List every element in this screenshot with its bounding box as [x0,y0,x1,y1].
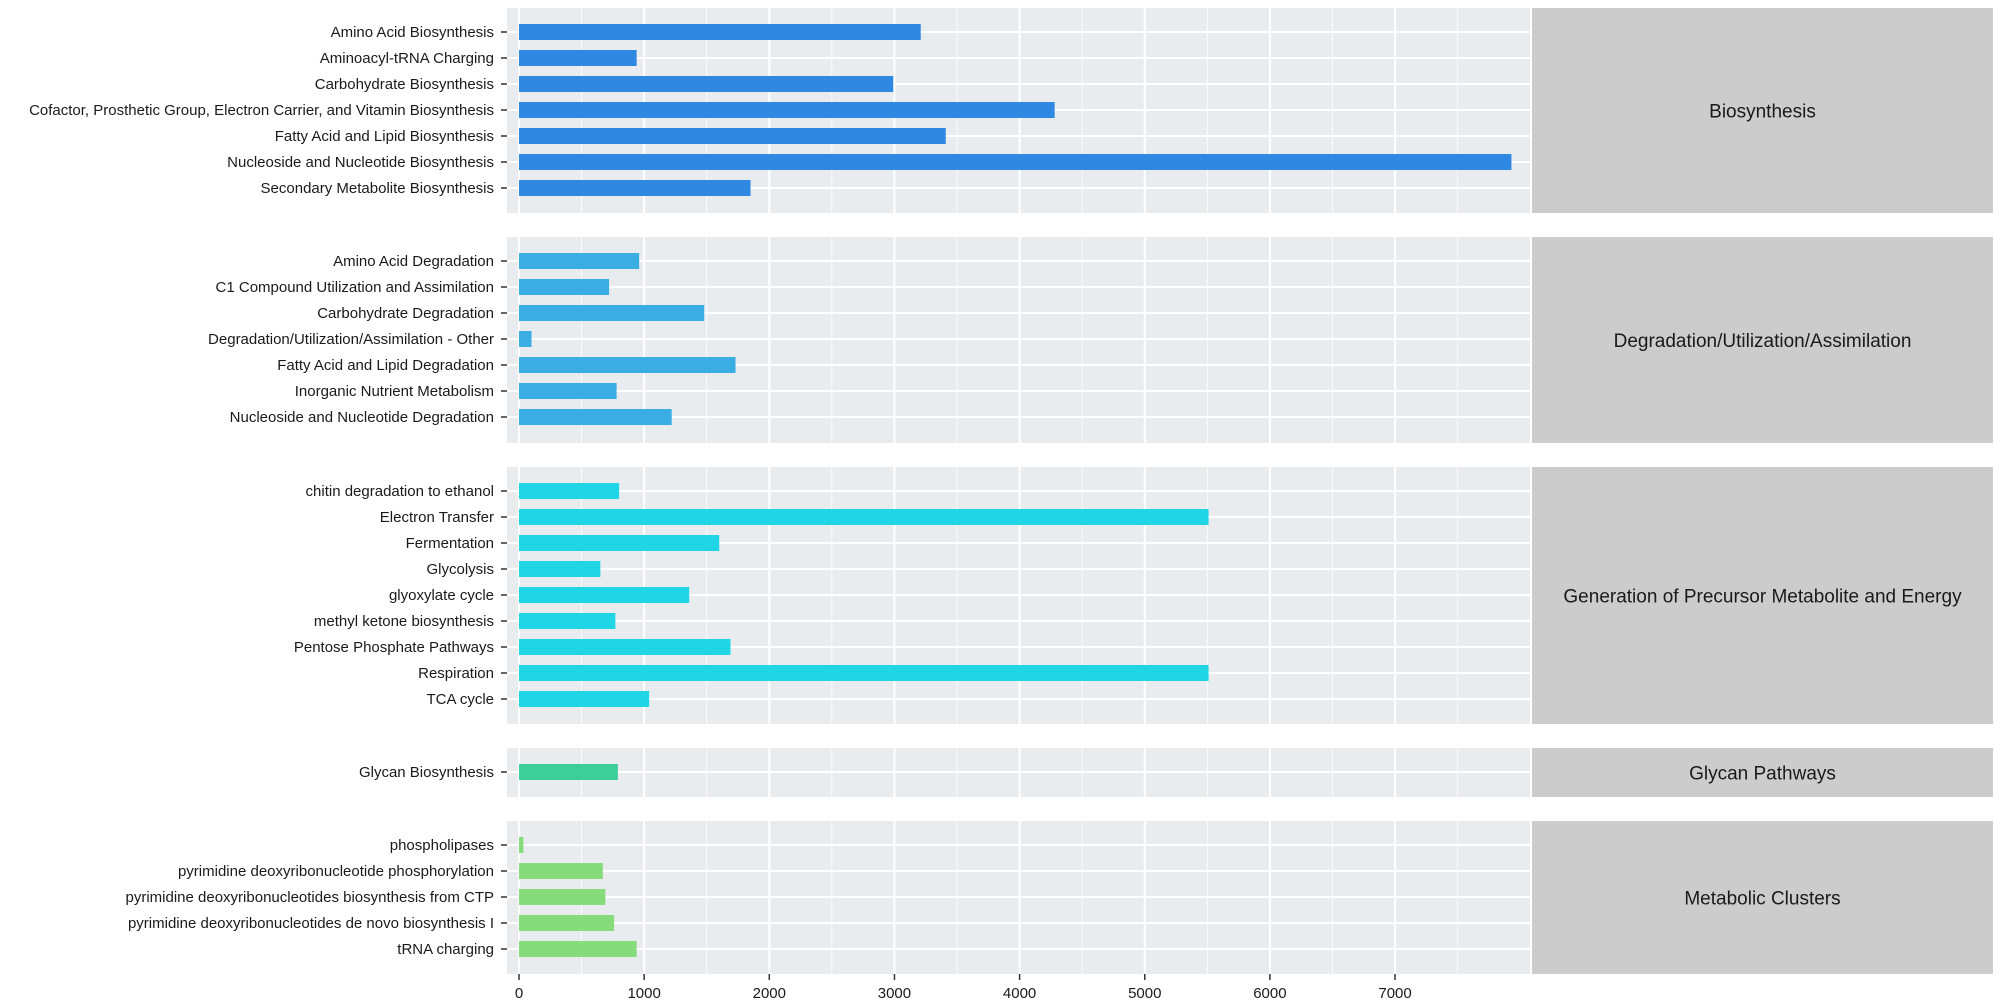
category-label: Pentose Phosphate Pathways [294,639,494,656]
x-tick-label: 2000 [753,985,786,1002]
bar [519,24,921,40]
category-label: phospholipases [390,837,494,854]
x-tick-label: 5000 [1128,985,1161,1002]
category-label: Cofactor, Prosthetic Group, Electron Car… [29,102,494,119]
category-label: Nucleoside and Nucleotide Degradation [230,409,494,426]
facet-strip-label: Generation of Precursor Metabolite and E… [1563,587,1962,608]
facet-strip [1532,748,1993,797]
category-label: Carbohydrate Degradation [317,305,494,322]
category-label: Aminoacyl-tRNA Charging [320,50,494,67]
category-label: Electron Transfer [380,509,494,526]
facet-strip [1532,821,1993,974]
bar [519,76,894,92]
category-label: glyoxylate cycle [389,587,494,604]
category-label: Respiration [418,665,494,682]
bar [519,253,640,269]
bar [519,915,615,931]
x-tick-label: 3000 [878,985,911,1002]
facet-strip-label: Glycan Pathways [1689,764,1836,785]
category-label: tRNA charging [397,941,494,958]
category-label: pyrimidine deoxyribonucleotide phosphory… [178,863,494,880]
facet-panel: Glycan Biosynthesis Glycan Pathways [359,748,1993,797]
bar [519,509,1209,525]
category-label: pyrimidine deoxyribonucleotides de novo … [128,915,494,932]
facet-panel: Amino Acid Degradation C1 Compound Utiliz… [208,237,1993,443]
facet-strip-label: Metabolic Clusters [1684,889,1840,910]
bar [519,665,1209,681]
bar [519,639,731,655]
facet-strip-label: Degradation/Utilization/Assimilation [1614,331,1912,352]
x-axis: 0 1000 2000 3000 4000 5000 6000 7000 [515,974,1412,1002]
bar [519,102,1055,118]
x-tick-label: 7000 [1378,985,1411,1002]
bar [519,50,637,66]
bar [519,863,603,879]
x-tick-label: 4000 [1003,985,1036,1002]
bar [519,383,617,399]
bar [519,764,618,780]
category-label: C1 Compound Utilization and Assimilation [216,279,494,296]
category-label: Glycan Biosynthesis [359,764,494,781]
category-label: chitin degradation to ethanol [306,483,494,500]
category-label: Carbohydrate Biosynthesis [315,76,494,93]
bar [519,357,736,373]
bar [519,483,620,499]
x-tick-label: 6000 [1253,985,1286,1002]
bar [519,331,532,347]
bar [519,587,690,603]
bar [519,613,616,629]
x-tick-label: 1000 [627,985,660,1002]
bar [519,889,606,905]
x-tick-label: 0 [515,985,523,1002]
bar [519,409,672,425]
category-label: Fatty Acid and Lipid Biosynthesis [275,128,494,145]
category-label: Degradation/Utilization/Assimilation - O… [208,331,494,348]
bar [519,279,610,295]
bar [519,941,637,957]
category-label: Fatty Acid and Lipid Degradation [277,357,494,374]
facet-strip [1532,237,1993,443]
facet-panel: Amino Acid Biosynthesis Aminoacyl-tRNA Ch… [29,8,1993,213]
bar [519,837,524,853]
facet-strip-label: Biosynthesis [1709,102,1816,123]
facet-strip [1532,467,1993,724]
category-label: pyrimidine deoxyribonucleotides biosynth… [126,889,495,906]
bar [519,691,650,707]
bar [519,154,1512,170]
category-label: Amino Acid Biosynthesis [331,24,494,41]
facet-panel: phospholipases pyrimidine deoxyribonucleo… [126,821,1993,974]
facet-panel: chitin degradation to ethanol Electron Tr… [294,467,1993,724]
category-label: Inorganic Nutrient Metabolism [295,383,494,400]
bar [519,561,601,577]
category-label: Amino Acid Degradation [333,253,494,270]
facet-strip [1532,8,1993,213]
bar [519,128,946,144]
category-label: Glycolysis [426,561,494,578]
category-label: Fermentation [406,535,494,552]
bar [519,180,751,196]
bar [519,305,705,321]
category-label: methyl ketone biosynthesis [314,613,494,630]
bar [519,535,720,551]
category-label: Nucleoside and Nucleotide Biosynthesis [227,154,494,171]
category-label: TCA cycle [426,691,494,708]
category-label: Secondary Metabolite Biosynthesis [261,180,494,197]
